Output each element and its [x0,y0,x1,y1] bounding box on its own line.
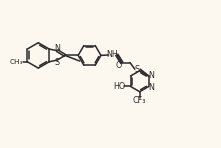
Text: S: S [55,58,60,67]
Text: N: N [149,71,154,80]
Text: O: O [115,61,122,70]
Text: N: N [54,44,60,53]
Text: N: N [149,83,154,92]
Text: NH: NH [107,50,118,59]
Text: CF₃: CF₃ [133,96,146,105]
Text: CH₃: CH₃ [9,59,23,65]
Text: S: S [135,65,140,74]
Text: HO: HO [114,82,126,91]
